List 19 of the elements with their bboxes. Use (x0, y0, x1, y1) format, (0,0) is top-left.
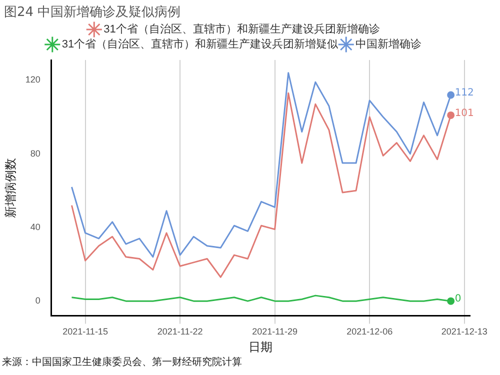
y-tick-label: 40 (30, 222, 40, 232)
y-tick-label: 120 (25, 74, 40, 85)
x-tick-label: 2021-12-06 (346, 326, 393, 337)
y-axis-title: 新增病例数 (4, 158, 18, 218)
x-tick-label: 2021-11-15 (62, 326, 108, 337)
data-label: 112 (454, 88, 474, 99)
data-label: 0 (454, 294, 462, 305)
y-tick-label: 0 (35, 296, 40, 306)
x-axis-title: 日期 (248, 340, 273, 354)
chart-title: 图24 中国新增确诊及疑似病例 (4, 4, 181, 21)
x-tick-label: 2021-11-22 (157, 326, 203, 337)
data-label: 101 (454, 108, 474, 119)
legend-label: 31个省（自治区、直辖市）和新疆生产建设兵团新增确诊 (104, 22, 380, 36)
legend-label: 中国新增确诊 (356, 38, 422, 51)
legend-label: 31个省（自治区、直辖市）和新疆生产建设兵团新增疑似 (62, 38, 338, 51)
source-note: 来源：中国国家卫生健康委员会、第一财经研究院计算 (2, 356, 242, 369)
x-tick-label: 2021-12-13 (441, 326, 488, 337)
y-tick-label: 80 (30, 148, 40, 158)
x-tick-label: 2021-11-29 (252, 326, 298, 337)
